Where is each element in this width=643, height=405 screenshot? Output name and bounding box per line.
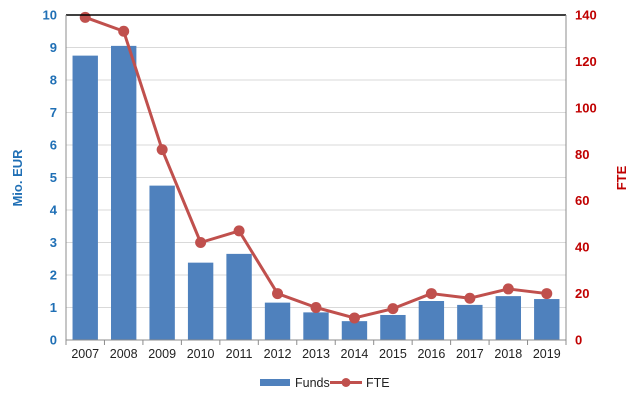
x-tick-label: 2008 xyxy=(110,347,138,361)
fte-point-2008 xyxy=(118,25,130,37)
fte-point-2014 xyxy=(348,312,360,324)
y-tick-label: 7 xyxy=(50,105,57,120)
legend-funds-swatch xyxy=(260,379,290,386)
gridlines xyxy=(66,14,566,341)
axes xyxy=(65,14,567,345)
bar-funds-2014 xyxy=(341,321,368,340)
fte-point-2009 xyxy=(156,144,168,156)
fte-point-2018 xyxy=(502,283,514,295)
funds-bars xyxy=(72,45,560,340)
y-tick-label: 4 xyxy=(50,203,58,218)
y-tick-label: 3 xyxy=(50,235,57,250)
bar-funds-2018 xyxy=(495,296,521,340)
bar-funds-2019 xyxy=(534,299,560,340)
y-tick-label: 5 xyxy=(50,170,57,185)
x-tick-label: 2007 xyxy=(71,347,99,361)
bar-funds-2010 xyxy=(187,262,214,340)
x-tick-label: 2015 xyxy=(379,347,407,361)
legend-fte-marker xyxy=(341,378,351,387)
bar-funds-2009 xyxy=(149,185,175,340)
legend: Funds FTE xyxy=(260,376,390,390)
y-tick-label: 1 xyxy=(50,300,57,315)
legend-fte-label: FTE xyxy=(366,376,390,390)
fte-point-2007 xyxy=(79,11,91,23)
fte-point-2017 xyxy=(464,292,476,304)
x-tick-label: 2014 xyxy=(341,347,369,361)
x-tick-label: 2017 xyxy=(456,347,484,361)
bar-funds-2013 xyxy=(303,312,329,340)
bar-funds-2007 xyxy=(72,55,98,340)
y-tick-label: 8 xyxy=(50,73,57,88)
y2-axis-title: FTE xyxy=(614,165,629,190)
x-tick-label: 2016 xyxy=(417,347,445,361)
y-tick-label: 9 xyxy=(50,40,57,55)
y2-tick-label: 100 xyxy=(575,100,597,115)
left-axis-ticks: 0 1 2 3 4 5 6 7 8 9 10 xyxy=(43,8,58,348)
x-tick-label: 2010 xyxy=(187,347,215,361)
fte-point-2011 xyxy=(233,225,245,237)
y2-tick-label: 140 xyxy=(575,8,597,23)
bar-funds-2015 xyxy=(380,314,406,340)
fte-point-2019 xyxy=(541,288,553,300)
y2-tick-label: 0 xyxy=(575,333,582,348)
y2-tick-label: 20 xyxy=(575,286,589,301)
fte-point-2016 xyxy=(425,288,437,300)
y2-tick-label: 120 xyxy=(575,54,597,69)
y-tick-label: 2 xyxy=(50,268,57,283)
right-axis-ticks: 0 20 40 60 80 100 120 140 xyxy=(575,8,597,348)
x-axis-ticks: 2007 2008 2009 2010 2011 2012 2013 2014 2015 2016… xyxy=(71,347,560,361)
bar-funds-2008 xyxy=(111,45,137,340)
fte-point-2013 xyxy=(310,302,322,313)
bar-funds-2016 xyxy=(418,301,445,340)
x-tick-label: 2011 xyxy=(226,347,253,361)
y-tick-label: 10 xyxy=(43,8,57,23)
bar-funds-2017 xyxy=(457,304,483,340)
x-tick-label: 2013 xyxy=(302,347,330,361)
bar-funds-2011 xyxy=(226,253,252,340)
x-tick-label: 2009 xyxy=(148,347,176,361)
y-tick-label: 0 xyxy=(50,333,57,348)
x-tick-label: 2018 xyxy=(494,347,522,361)
x-tick-label: 2019 xyxy=(533,347,561,361)
y-tick-label: 6 xyxy=(50,138,57,153)
y-axis-title: Mio. EUR xyxy=(10,149,25,207)
y2-tick-label: 80 xyxy=(575,147,589,162)
y2-tick-label: 40 xyxy=(575,240,589,255)
bar-funds-2012 xyxy=(264,302,291,340)
fte-point-2010 xyxy=(195,237,207,248)
fte-point-2015 xyxy=(387,303,399,315)
x-tick-label: 2012 xyxy=(264,347,292,361)
legend-funds-label: Funds xyxy=(295,376,330,390)
y2-tick-label: 60 xyxy=(575,193,589,208)
fte-point-2012 xyxy=(272,288,284,300)
